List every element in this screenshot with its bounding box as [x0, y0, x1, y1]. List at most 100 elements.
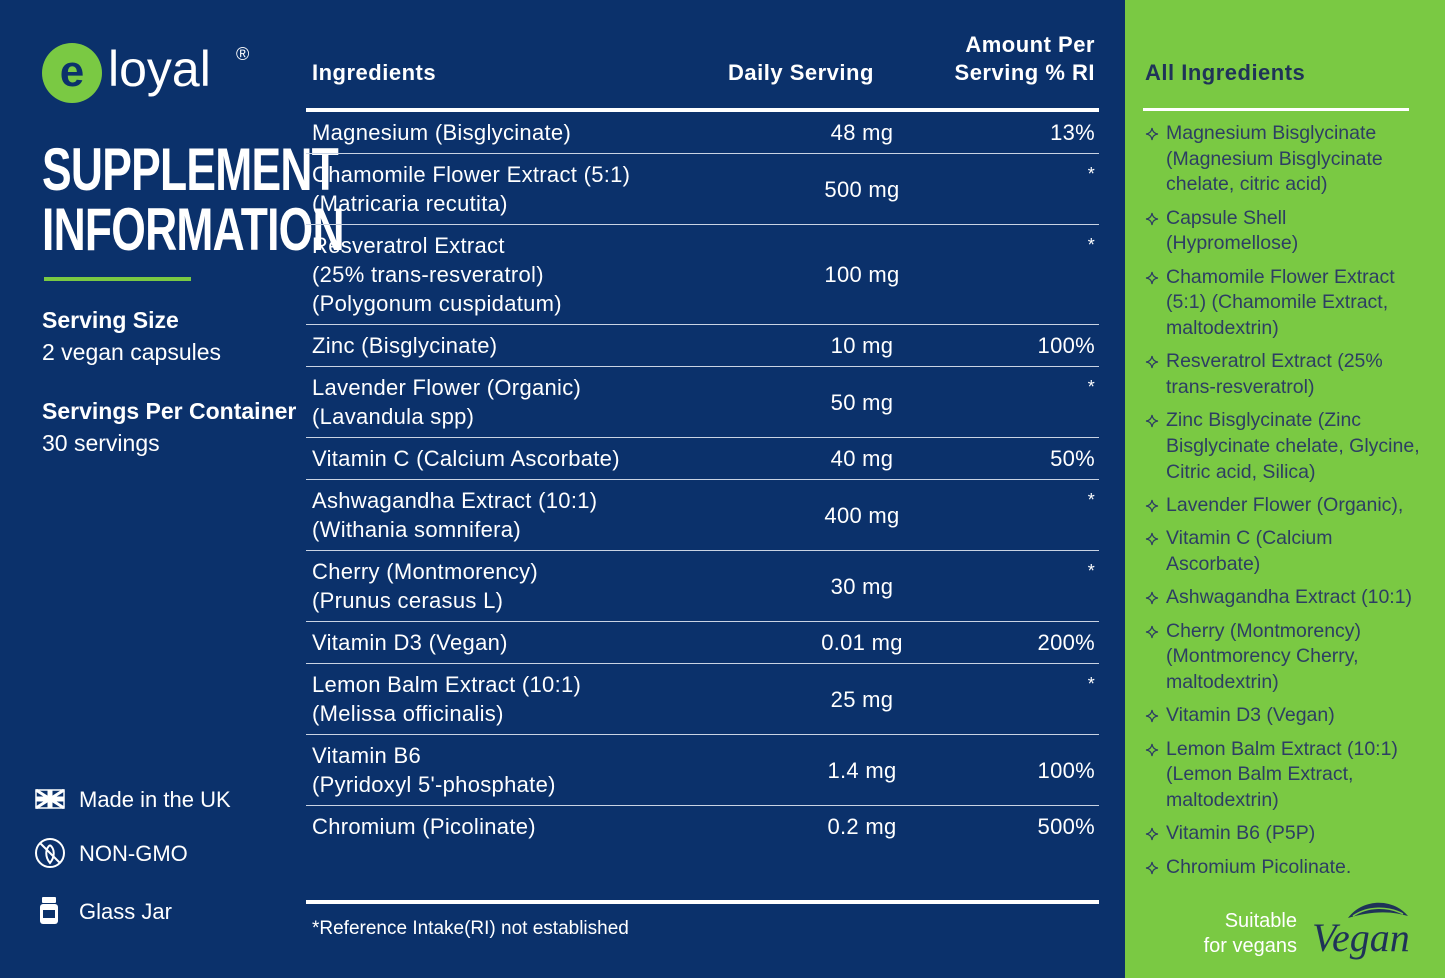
- footnote: *Reference Intake(RI) not established: [312, 918, 629, 939]
- green-panel: [1125, 0, 1445, 978]
- ingredient-item: Chromium Picolinate.: [1145, 855, 1420, 881]
- bullet: [1145, 828, 1159, 841]
- ingredient-item: Lavender Flower (Organic),: [1145, 493, 1420, 519]
- ingredient-item: Resveratrol Extract (25% trans-resveratr…: [1145, 349, 1420, 400]
- ingredient-name: Vitamin D3 (Vegan): [306, 628, 782, 657]
- bullet-shape: [1145, 710, 1159, 723]
- badge-text: Made in the UK: [79, 787, 231, 812]
- name-line: (25% trans-resveratrol): [312, 262, 544, 287]
- logo-reg: ®: [236, 44, 249, 64]
- name-line: Vitamin C (Calcium Ascorbate): [312, 446, 620, 471]
- table-row: Chromium (Picolinate) 0.2 mg 500%: [306, 806, 1099, 847]
- divider: [44, 277, 191, 281]
- bullet: [1145, 127, 1159, 141]
- bullet-shape: [1145, 127, 1159, 141]
- ingredient-text: Lemon Balm Extract (10:1) (Lemon Balm Ex…: [1166, 737, 1398, 812]
- table-row: Lavender Flower (Organic) (Lavandula spp)…: [306, 367, 1099, 438]
- table-row: Vitamin C (Calcium Ascorbate) 40 mg 50%: [306, 438, 1099, 480]
- logo-mark: e: [60, 47, 84, 96]
- ingredient-item: Vitamin B6 (P5P): [1145, 821, 1420, 847]
- table-row: Magnesium (Bisglycinate) 48 mg 13%: [306, 112, 1099, 154]
- ingredient-text: Resveratrol Extract (25% trans-resveratr…: [1166, 350, 1383, 399]
- name-line: (Lavandula spp): [312, 404, 475, 429]
- serving-label: Servings Per Container: [42, 398, 297, 424]
- name-line: (Withania somnifera): [312, 517, 521, 542]
- bullet-shape: [1145, 828, 1159, 841]
- ingredient-item: Ashwagandha Extract (10:1): [1145, 585, 1420, 611]
- ingredient-text: Cherry (Montmorency) (Montmorency Cherry…: [1166, 619, 1362, 694]
- vegan-logo-text: Vegan: [1312, 915, 1410, 960]
- name-line: Magnesium (Bisglycinate): [312, 120, 572, 145]
- header-line: Amount Per: [965, 32, 1095, 57]
- ri-value: 50%: [1050, 446, 1095, 471]
- jar-icon: [40, 897, 58, 924]
- ri-value: *: [1087, 164, 1095, 184]
- daily-amount: 500 mg: [824, 176, 900, 202]
- serving-value: 30 servings: [42, 430, 160, 456]
- ingredient-text: Vitamin D3 (Vegan): [1166, 704, 1335, 727]
- title: INFORMATION: [42, 196, 345, 263]
- ri-value: *: [1087, 674, 1095, 694]
- name-line: Vitamin D3 (Vegan): [312, 630, 508, 655]
- bullet: [1145, 592, 1159, 605]
- bullet: [1145, 356, 1159, 369]
- daily-amount: 10 mg: [830, 333, 894, 358]
- bullet-shape: [1145, 533, 1159, 546]
- ingredient-item: Chamomile Flower Extract (5:1) (Chamomil…: [1145, 265, 1420, 342]
- ri-value: 100%: [1037, 333, 1095, 358]
- name-line: Ashwagandha Extract (10:1): [312, 488, 598, 513]
- vegan-text: Suitable for vegans: [1170, 909, 1297, 959]
- badge-text: NON-GMO: [79, 841, 188, 866]
- table-header: Amount Per Serving % RI: [900, 31, 1095, 87]
- name-line: Zinc (Bisglycinate): [312, 333, 498, 358]
- daily-amount: 50 mg: [830, 389, 894, 415]
- badge-text: Glass Jar: [79, 899, 172, 924]
- vegan-logo: Vegan: [1312, 902, 1410, 960]
- ingredient-name: Magnesium (Bisglycinate): [306, 118, 782, 147]
- table-row: Zinc (Bisglycinate) 10 mg 100%: [306, 325, 1099, 367]
- bullet: [1145, 533, 1159, 546]
- logo-name: loyal: [108, 41, 211, 97]
- bullet: [1145, 743, 1159, 756]
- ingredient-text: Vitamin C (Calcium Ascorbate): [1166, 527, 1333, 576]
- ri-value: *: [1087, 377, 1095, 397]
- bullet: [1145, 500, 1159, 513]
- bullet-shape: [1145, 356, 1159, 369]
- daily-amount: 40 mg: [830, 446, 894, 471]
- ingredient-name: Vitamin C (Calcium Ascorbate): [306, 444, 782, 473]
- ingredient-name: Ashwagandha Extract (10:1) (Withania somn…: [306, 486, 782, 544]
- ingredient-name: Chamomile Flower Extract (5:1) (Matricari…: [306, 160, 782, 218]
- daily-amount: 0.2 mg: [827, 814, 897, 839]
- ingredient-item: Capsule Shell (Hypromellose): [1145, 206, 1420, 257]
- ingredient-name: Lemon Balm Extract (10:1) (Melissa offici…: [306, 670, 782, 728]
- table-row: Chamomile Flower Extract (5:1) (Matricari…: [306, 154, 1099, 225]
- ingredient-text: Vitamin B6 (P5P): [1166, 822, 1316, 845]
- logo: e loyal ®: [42, 41, 249, 103]
- name-line: Cherry (Montmorency): [312, 559, 539, 584]
- table-row: Vitamin B6 (Pyridoxyl 5'-phosphate) 1.4 mg…: [306, 735, 1099, 806]
- name-line: (Pyridoxyl 5'-phosphate): [312, 772, 556, 797]
- ri-value: 200%: [1037, 630, 1095, 655]
- name-line: Lemon Balm Extract (10:1): [312, 672, 582, 697]
- ingredient-item: Cherry (Montmorency) (Montmorency Cherry…: [1145, 619, 1420, 696]
- ri-value: *: [1087, 561, 1095, 581]
- bullet-shape: [1145, 500, 1159, 513]
- vegan-line: Suitable: [1224, 910, 1297, 932]
- table-row: Ashwagandha Extract (10:1) (Withania somn…: [306, 480, 1099, 551]
- ingredient-item: Zinc Bisglycinate (Zinc Bisglycinate che…: [1145, 408, 1420, 485]
- name-line: (Polygonum cuspidatum): [312, 291, 562, 316]
- name-line: (Melissa officinalis): [312, 701, 504, 726]
- daily-amount: 0.01 mg: [821, 630, 903, 655]
- ingredient-text: Chamomile Flower Extract (5:1) (Chamomil…: [1166, 265, 1395, 340]
- ingredient-item: Lemon Balm Extract (10:1) (Lemon Balm Ex…: [1145, 737, 1420, 814]
- table-row: Resveratrol Extract (25% trans-resveratro…: [306, 225, 1099, 325]
- table-row: Cherry (Montmorency) (Prunus cerasus L) 30…: [306, 551, 1099, 622]
- serving-label: Serving Size: [42, 307, 179, 333]
- daily-amount: 100 mg: [824, 262, 900, 287]
- daily-amount: 25 mg: [830, 686, 894, 712]
- ingredient-item: Vitamin D3 (Vegan): [1145, 703, 1420, 729]
- bullet: [1145, 861, 1159, 874]
- ri-value: 13%: [1050, 120, 1095, 145]
- bullet: [1145, 212, 1159, 225]
